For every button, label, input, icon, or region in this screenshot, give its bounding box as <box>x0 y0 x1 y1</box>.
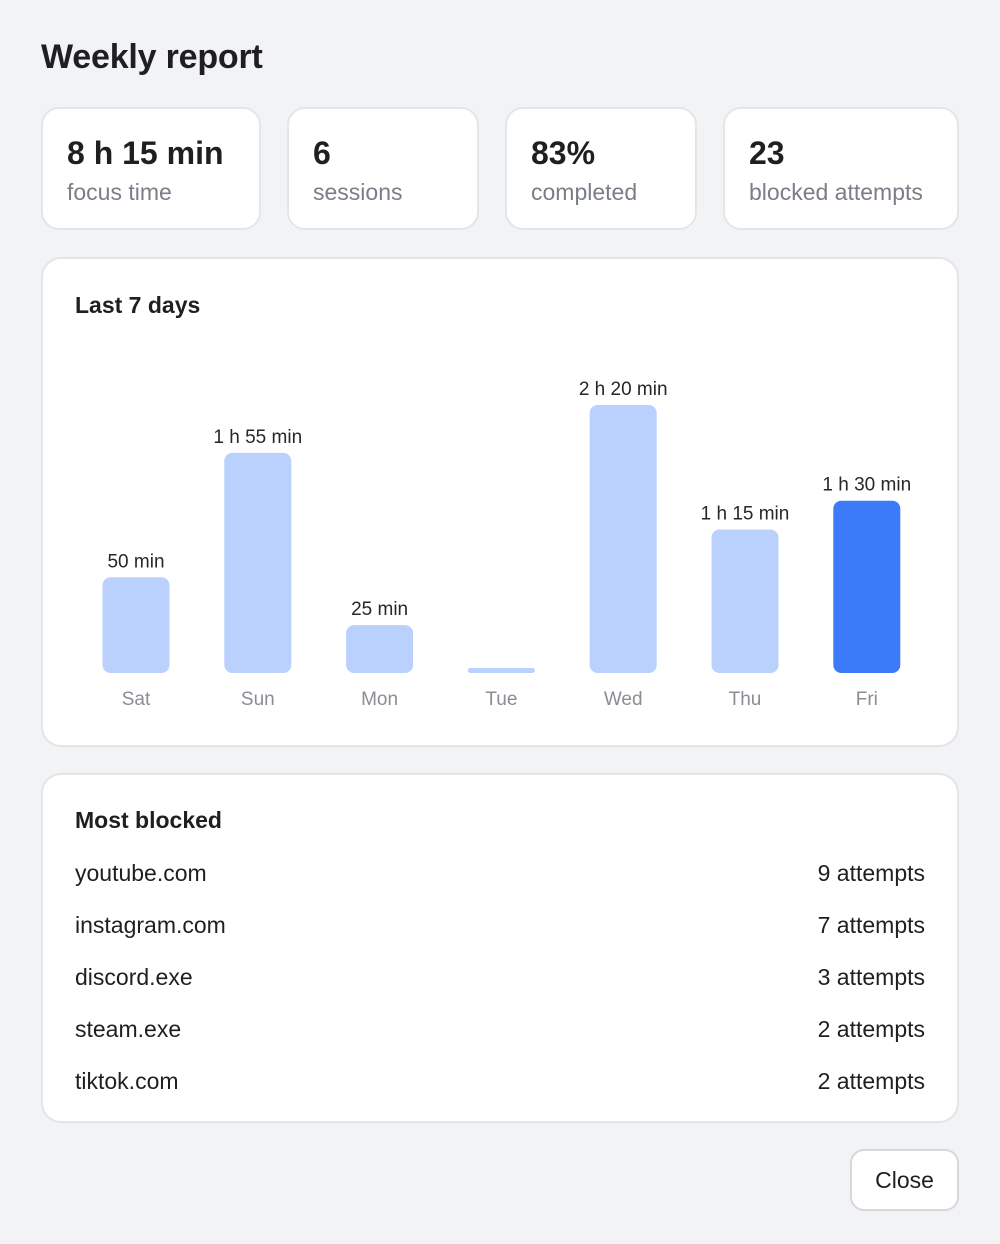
stat-card-completed: 83% completed <box>505 107 697 230</box>
bar-fri <box>833 500 901 673</box>
stat-value: 83% <box>531 135 596 171</box>
x-tick-label: Fri <box>856 689 878 710</box>
close-button[interactable]: Close <box>850 1149 959 1211</box>
blocked-site-name: instagram.com <box>75 911 226 938</box>
x-tick-label: Sat <box>122 689 151 710</box>
stat-value: 8 h 15 min <box>67 135 224 171</box>
blocked-site-name: steam.exe <box>75 1015 182 1042</box>
bar-value-label: 25 min <box>351 599 408 620</box>
bar-sat <box>102 577 170 673</box>
bar-wed <box>589 405 657 673</box>
x-tick-label: Wed <box>604 689 643 710</box>
bar-value-label: 1 h 30 min <box>822 475 911 496</box>
x-tick-label: Thu <box>729 689 762 710</box>
x-tick-label: Tue <box>485 689 517 710</box>
x-tick-label: Mon <box>361 689 398 710</box>
chart-title: Last 7 days <box>75 292 201 318</box>
bar-value-label: 2 h 20 min <box>579 379 668 400</box>
stat-value: 6 <box>313 135 331 171</box>
blocked-attempt-count: 3 attempts <box>817 963 925 990</box>
blocked-site-name: tiktok.com <box>75 1067 179 1094</box>
bar-value-label: 1 h 55 min <box>213 427 302 448</box>
x-tick-label: Sun <box>241 689 275 710</box>
blocked-attempt-count: 9 attempts <box>817 859 925 886</box>
list-item: instagram.com 7 attempts <box>75 899 925 951</box>
stat-card-focus-time: 8 h 15 min focus time <box>41 107 261 230</box>
bar-tue <box>467 668 535 673</box>
list-item: discord.exe 3 attempts <box>75 951 925 1003</box>
blocked-attempt-count: 7 attempts <box>817 911 925 938</box>
blocked-attempt-count: 2 attempts <box>817 1015 925 1042</box>
bar-value-label: 50 min <box>107 551 164 572</box>
bar-thu <box>711 529 779 673</box>
list-item: tiktok.com 2 attempts <box>75 1055 925 1107</box>
most-blocked-title: Most blocked <box>75 807 222 833</box>
bar-chart: 50 min Sat 1 h 55 min Sun 25 min Mon Tue 2 h 20… <box>102 379 911 710</box>
blocked-attempt-count: 2 attempts <box>817 1067 925 1094</box>
bar-value-label: 1 h 15 min <box>701 504 790 525</box>
stat-label: focus time <box>67 179 172 205</box>
page-title: Weekly report <box>41 38 263 76</box>
stat-card-sessions: 6 sessions <box>287 107 479 230</box>
blocked-site-name: youtube.com <box>75 859 207 886</box>
blocked-site-name: discord.exe <box>75 963 193 990</box>
stat-label: completed <box>531 179 638 205</box>
bar-sun <box>224 452 292 673</box>
chart-panel: Last 7 days 50 min Sat 1 h 55 min Sun 25 min… <box>41 257 959 747</box>
stat-label: blocked attempts <box>749 179 923 205</box>
stat-card-blocked-attempts: 23 blocked attempts <box>723 107 959 230</box>
list-item: youtube.com 9 attempts <box>75 847 925 899</box>
stat-label: sessions <box>313 179 403 205</box>
stat-value: 23 <box>749 135 785 171</box>
bar-mon <box>346 625 414 673</box>
most-blocked-panel: Most blocked youtube.com 9 attempts inst… <box>41 773 959 1123</box>
list-item: steam.exe 2 attempts <box>75 1003 925 1055</box>
